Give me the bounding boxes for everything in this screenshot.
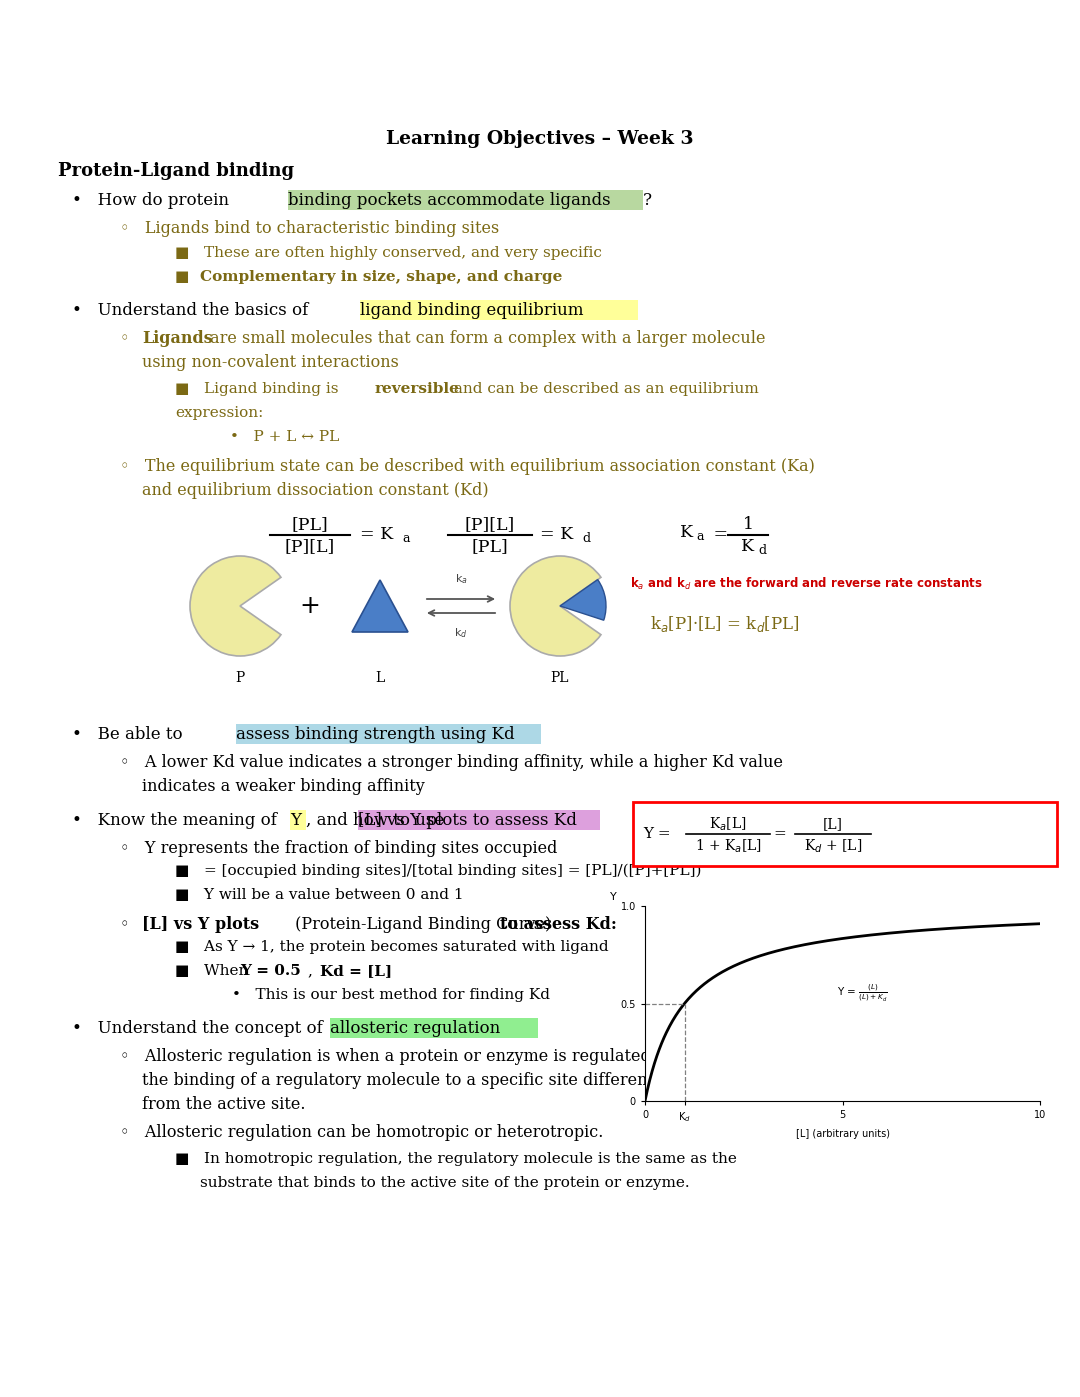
Text: the binding of a regulatory molecule to a specific site different: the binding of a regulatory molecule to … (141, 1071, 654, 1090)
Text: K$_d$ + [L]: K$_d$ + [L] (804, 837, 862, 855)
Text: Complementary in size, shape, and charge: Complementary in size, shape, and charge (200, 270, 563, 284)
Text: [L]: [L] (823, 817, 843, 831)
Text: ■   Y will be a value between 0 and 1: ■ Y will be a value between 0 and 1 (175, 888, 463, 902)
Text: ■   When: ■ When (175, 964, 253, 978)
Text: k$_a$: k$_a$ (455, 573, 468, 585)
Text: Ligands: Ligands (141, 330, 213, 346)
Text: ligand binding equilibrium: ligand binding equilibrium (360, 302, 583, 319)
Text: ◦: ◦ (120, 330, 145, 346)
Text: Protein-Ligand binding: Protein-Ligand binding (58, 162, 294, 180)
Text: ?: ? (643, 191, 652, 210)
Text: Kd = [L]: Kd = [L] (320, 964, 392, 978)
Text: P: P (235, 671, 245, 685)
Text: ◦   Y represents the fraction of binding sites occupied: ◦ Y represents the fraction of binding s… (120, 840, 557, 856)
Text: d: d (758, 543, 766, 557)
FancyBboxPatch shape (237, 724, 541, 745)
Text: ◦   The equilibrium state can be described with equilibrium association constant: ◦ The equilibrium state can be described… (120, 458, 815, 475)
FancyBboxPatch shape (291, 810, 306, 830)
Text: ■   = [occupied binding sites]/[total binding sites] = [PL]/([P]+[PL]): ■ = [occupied binding sites]/[total bind… (175, 863, 702, 879)
Text: Y = 0.5: Y = 0.5 (240, 964, 300, 978)
FancyBboxPatch shape (360, 300, 638, 320)
Text: binding pockets accommodate ligands: binding pockets accommodate ligands (288, 191, 610, 210)
Text: L: L (376, 671, 384, 685)
FancyBboxPatch shape (357, 810, 600, 830)
Text: ■   These are often highly conserved, and very specific: ■ These are often highly conserved, and … (175, 246, 602, 260)
Text: d: d (582, 532, 590, 545)
Text: [PL]: [PL] (472, 538, 509, 555)
Text: 1 + K$_a$[L]: 1 + K$_a$[L] (694, 837, 761, 855)
Text: reversible: reversible (375, 381, 460, 395)
Text: substrate that binds to the active site of the protein or enzyme.: substrate that binds to the active site … (200, 1176, 690, 1190)
Text: k$_d$: k$_d$ (455, 626, 468, 640)
Text: Y =: Y = (643, 827, 675, 841)
Text: •   Understand the concept of: • Understand the concept of (72, 1020, 328, 1037)
Text: =: = (708, 527, 728, 543)
Text: ■   As Y → 1, the protein becomes saturated with ligand: ■ As Y → 1, the protein becomes saturate… (175, 940, 609, 954)
Text: k$_a$[P]·[L] = k$_d$[PL]: k$_a$[P]·[L] = k$_d$[PL] (650, 615, 799, 634)
Text: PL: PL (551, 671, 569, 685)
X-axis label: [L] (arbitrary units): [L] (arbitrary units) (796, 1129, 890, 1140)
Text: k$_a$ and k$_d$ are the forward and reverse rate constants: k$_a$ and k$_d$ are the forward and reve… (630, 576, 983, 592)
Text: to assess Kd:: to assess Kd: (500, 916, 617, 933)
Text: assess binding strength using Kd: assess binding strength using Kd (237, 726, 515, 743)
Text: ,: , (308, 964, 318, 978)
FancyBboxPatch shape (288, 190, 643, 210)
Text: •   Know the meaning of: • Know the meaning of (72, 812, 282, 828)
Y-axis label: Y: Y (610, 893, 617, 902)
Text: a: a (696, 529, 703, 543)
Text: ■   Ligand binding is: ■ Ligand binding is (175, 381, 343, 395)
Text: ■   In homotropic regulation, the regulatory molecule is the same as the: ■ In homotropic regulation, the regulato… (175, 1153, 737, 1166)
Text: Learning Objectives – Week 3: Learning Objectives – Week 3 (387, 130, 693, 148)
Text: K: K (742, 538, 755, 555)
Wedge shape (190, 556, 281, 657)
Text: [L] vs Y plots to assess Kd: [L] vs Y plots to assess Kd (357, 812, 577, 828)
Text: = K: = K (360, 527, 393, 543)
Text: [P][L]: [P][L] (285, 538, 335, 555)
Text: , and how to use: , and how to use (306, 812, 449, 828)
Text: indicates a weaker binding affinity: indicates a weaker binding affinity (141, 778, 424, 795)
Text: K: K (680, 524, 693, 541)
Text: •   P + L ↔ PL: • P + L ↔ PL (230, 430, 339, 444)
Text: •   How do protein: • How do protein (72, 191, 234, 210)
Text: and can be described as an equilibrium: and can be described as an equilibrium (449, 381, 759, 395)
Text: ◦: ◦ (120, 916, 145, 933)
Wedge shape (510, 556, 600, 657)
FancyBboxPatch shape (330, 1018, 538, 1038)
Text: ◦   A lower Kd value indicates a stronger binding affinity, while a higher Kd va: ◦ A lower Kd value indicates a stronger … (120, 754, 783, 771)
Text: Y = $\frac{(L)}{(L) + K_d}$: Y = $\frac{(L)}{(L) + K_d}$ (837, 983, 888, 1004)
Text: a: a (402, 532, 409, 545)
Text: ◦   Allosteric regulation can be homotropic or heterotropic.: ◦ Allosteric regulation can be homotropi… (120, 1125, 604, 1141)
Text: •   Be able to: • Be able to (72, 726, 188, 743)
Text: expression:: expression: (175, 407, 264, 420)
Text: +: + (299, 594, 321, 617)
Text: are small molecules that can form a complex with a larger molecule: are small molecules that can form a comp… (205, 330, 766, 346)
Text: from the active site.: from the active site. (141, 1097, 306, 1113)
Text: using non-covalent interactions: using non-covalent interactions (141, 353, 399, 372)
FancyBboxPatch shape (633, 802, 1057, 866)
Text: Y: Y (291, 812, 301, 828)
Text: ◦   Ligands bind to characteristic binding sites: ◦ Ligands bind to characteristic binding… (120, 219, 499, 237)
Text: [PL]: [PL] (292, 515, 328, 534)
Text: [P][L]: [P][L] (464, 515, 515, 534)
Wedge shape (561, 580, 606, 620)
Text: •   Understand the basics of: • Understand the basics of (72, 302, 313, 319)
Text: (Protein-Ligand Binding Curve): (Protein-Ligand Binding Curve) (291, 916, 556, 933)
Text: =: = (773, 827, 786, 841)
Text: 1: 1 (743, 515, 754, 534)
Text: ◦   Allosteric regulation is when a protein or enzyme is regulated by: ◦ Allosteric regulation is when a protei… (120, 1048, 675, 1065)
Text: and equilibrium dissociation constant (Kd): and equilibrium dissociation constant (K… (141, 482, 488, 499)
Text: [L] vs Y plots: [L] vs Y plots (141, 916, 259, 933)
Polygon shape (352, 580, 408, 631)
Text: •   This is our best method for finding Kd: • This is our best method for finding Kd (232, 988, 550, 1002)
Text: K$_a$[L]: K$_a$[L] (710, 816, 746, 833)
Text: = K: = K (540, 527, 573, 543)
Text: ■: ■ (175, 270, 204, 284)
Text: allosteric regulation: allosteric regulation (330, 1020, 500, 1037)
